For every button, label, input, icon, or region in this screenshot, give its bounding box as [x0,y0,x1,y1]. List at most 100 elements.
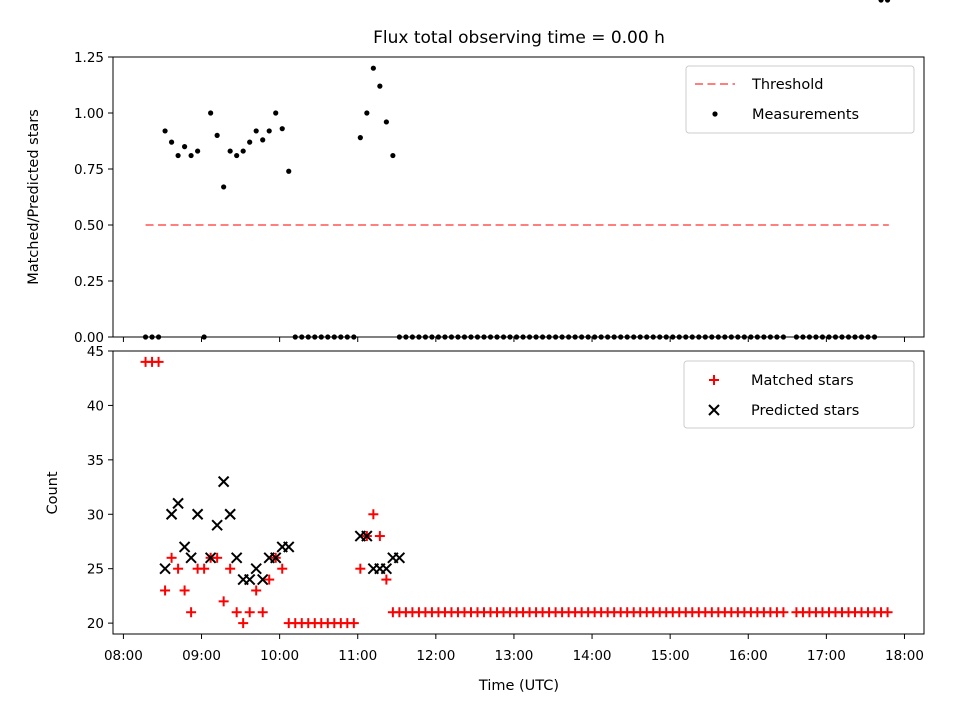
measurement-point [357,135,363,141]
matched-star-point [251,585,262,596]
top-y-tick-label: 0.25 [74,274,104,290]
measurement-point [377,83,383,89]
bottom-x-tick-label: 16:00 [729,648,768,664]
predicted-star-point [178,541,191,553]
predicted-star-point [165,508,178,520]
matched-star-point [882,607,893,618]
top-y-tick-label: 0.75 [74,162,104,178]
predicted-star-point [185,552,197,564]
measurement-point [260,137,266,143]
legend-matched-swatch [709,375,719,385]
matched-star-point [218,596,229,607]
predicted-star-point [361,530,373,542]
bottom-y-tick-label: 40 [87,398,104,414]
legend-measurements-swatch [712,111,718,117]
measurement-point [364,110,370,116]
bottom-plot-frame [112,350,925,635]
legend-predicted-label: Predicted stars [751,403,859,419]
matched-star-point [374,531,385,542]
matched-star-point [160,585,171,596]
matched-star-point [212,552,223,563]
bottom-x-tick-label: 15:00 [651,648,690,664]
top-y-tick-label: 1.25 [74,50,104,66]
bottom-panel: Count Time (UTC) 20 25 30 35 40 45 08:00 09:00… [45,344,925,694]
bottom-y-axis-ticks: 20 25 30 35 40 45 [87,344,113,632]
measurement-point [390,152,396,159]
measurement-point [370,65,376,71]
measurement-point [181,144,188,150]
predicted-star-point [159,562,171,575]
bottom-x-axis-label: Time (UTC) [478,678,559,694]
measurement-point [234,152,240,159]
top-x-axis-ticks [122,337,905,342]
measurement-point [266,128,272,134]
bottom-x-tick-label: 10:00 [260,648,299,664]
predicted-star-point [172,497,184,510]
matched-stars-points [140,356,893,629]
measurement-point [208,110,214,116]
top-y-tick-label: 0.50 [74,218,104,234]
bottom-x-tick-label: 09:00 [182,648,221,664]
measurement-point [884,0,891,3]
matched-star-point [381,574,392,585]
measurement-point [878,0,884,3]
measurement-point [188,152,194,159]
top-y-tick-label: 0.00 [74,330,104,346]
measurement-point [383,119,389,125]
top-y-axis-ticks: 0.00 0.25 0.50 0.75 1.00 1.25 [74,50,113,346]
measurement-point [286,168,292,174]
predicted-star-point [256,573,269,586]
legend-matched-label: Matched stars [751,373,854,389]
bottom-x-tick-label: 11:00 [338,648,377,664]
predicted-star-point [393,552,406,564]
matched-star-point [348,618,359,629]
top-y-axis-label: Matched/Predicted stars [26,109,42,285]
bottom-x-tick-label: 14:00 [573,648,612,664]
top-legend-box [685,65,915,134]
bottom-legend: Matched stars Predicted stars [683,360,915,429]
legend-measurements-label: Measurements [752,107,859,123]
matched-star-point [173,563,184,574]
bottom-x-tick-label: 08:00 [104,648,143,664]
measurement-point [273,110,279,116]
matched-star-point [231,607,242,618]
measurement-point [214,132,220,138]
matched-star-point [277,563,288,574]
top-chart-title: Flux total observing time = 0.00 h [373,28,665,48]
predicted-star-point [230,552,243,564]
measurement-point [162,128,168,134]
predicted-star-point [243,573,256,586]
measurement-point [221,184,227,190]
matched-star-point [153,356,164,367]
bottom-y-tick-label: 20 [87,616,104,632]
bottom-y-tick-label: 45 [87,344,104,360]
bottom-legend-box [683,360,915,429]
top-plot-frame [112,56,925,338]
measurement-point [175,152,181,159]
bottom-y-axis-label: Count [45,471,61,514]
matched-star-point [238,618,249,629]
bottom-x-tick-label: 12:00 [416,648,455,664]
measurement-point [227,148,233,154]
predicted-star-point [380,562,393,575]
predicted-star-point [204,552,217,564]
matched-star-point [225,563,236,574]
predicted-star-point [191,508,204,520]
bottom-y-tick-label: 25 [87,562,104,578]
measurement-point [240,148,246,154]
bottom-x-tick-label: 17:00 [807,648,846,664]
bottom-y-tick-label: 35 [87,453,104,469]
measurement-point [253,128,259,134]
matched-star-point [264,574,275,585]
top-panel: Flux total observing time = 0.00 h Match… [26,0,925,346]
predicted-star-point [270,552,282,564]
predicted-star-point [283,541,295,553]
matched-star-point [244,607,255,618]
measurement-point [247,139,253,145]
predicted-star-point [217,475,230,488]
matched-star-point [179,585,190,596]
matched-star-point [368,509,379,520]
matched-star-point [186,607,197,618]
legend-predicted-swatch [708,404,720,416]
predicted-stars-points [159,475,406,586]
